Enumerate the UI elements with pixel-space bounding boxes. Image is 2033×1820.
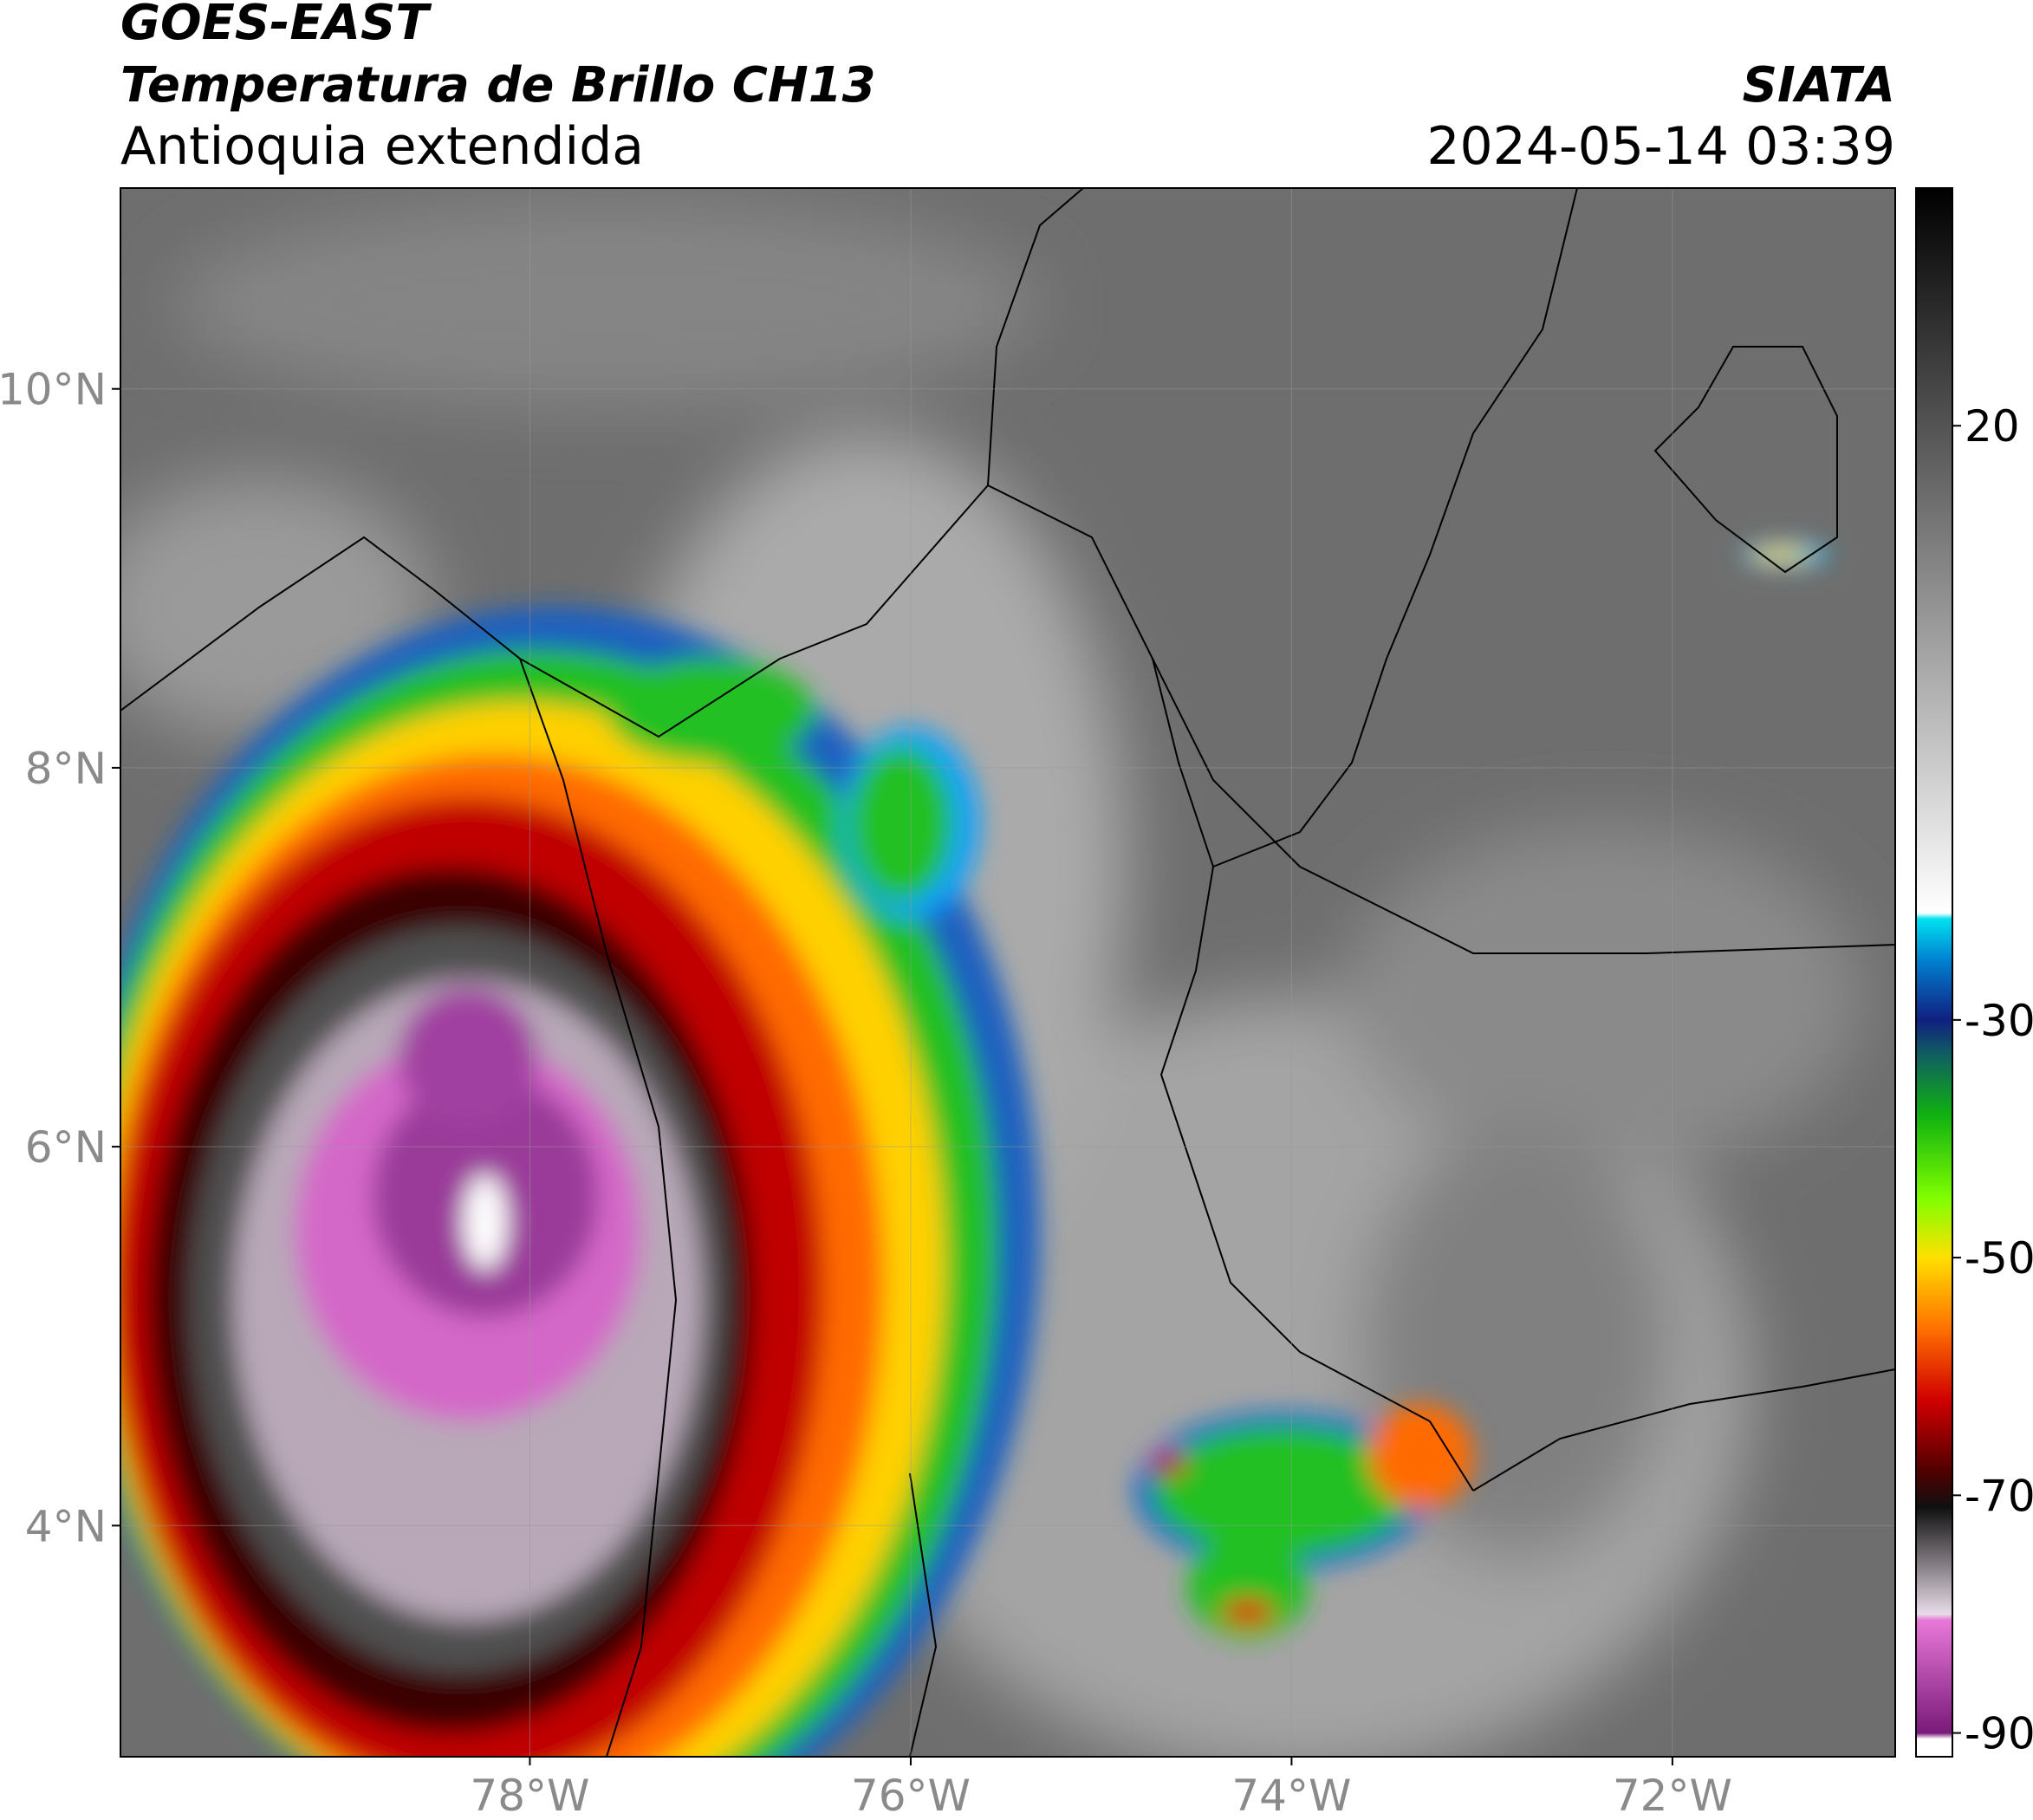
colorbar [1915,187,1953,1758]
y-tick-label: 6°N [25,1122,107,1173]
borders [120,188,1895,1757]
x-tick-label: 76°W [851,1771,971,1820]
x-tick-label: 78°W [470,1771,589,1820]
colorbar-tick-label: -50 [1965,1233,2033,1284]
subtitle: Temperatura de Brillo CH13 [120,57,876,114]
x-tick-label: 74°W [1231,1771,1351,1820]
x-tick-label: 72°W [1613,1771,1732,1820]
region: Antioquia extendida [120,116,644,177]
y-tick-label: 4°N [25,1501,107,1551]
title: GOES-EAST [120,0,432,51]
satellite-image [120,188,1895,1757]
y-tick-label: 10°N [0,365,107,415]
colorbar-tick-label: -70 [1965,1471,2033,1521]
source: SIATA [1743,57,1895,114]
y-tick-label: 8°N [25,744,107,794]
colorbar-tick-label: -30 [1965,996,2033,1046]
datetime: 2024-05-14 03:39 [1426,116,1895,177]
colorbar-tick-label: 20 [1965,401,2020,452]
colorbar-tick-label: -90 [1965,1709,2033,1759]
map-frame [120,187,1896,1758]
